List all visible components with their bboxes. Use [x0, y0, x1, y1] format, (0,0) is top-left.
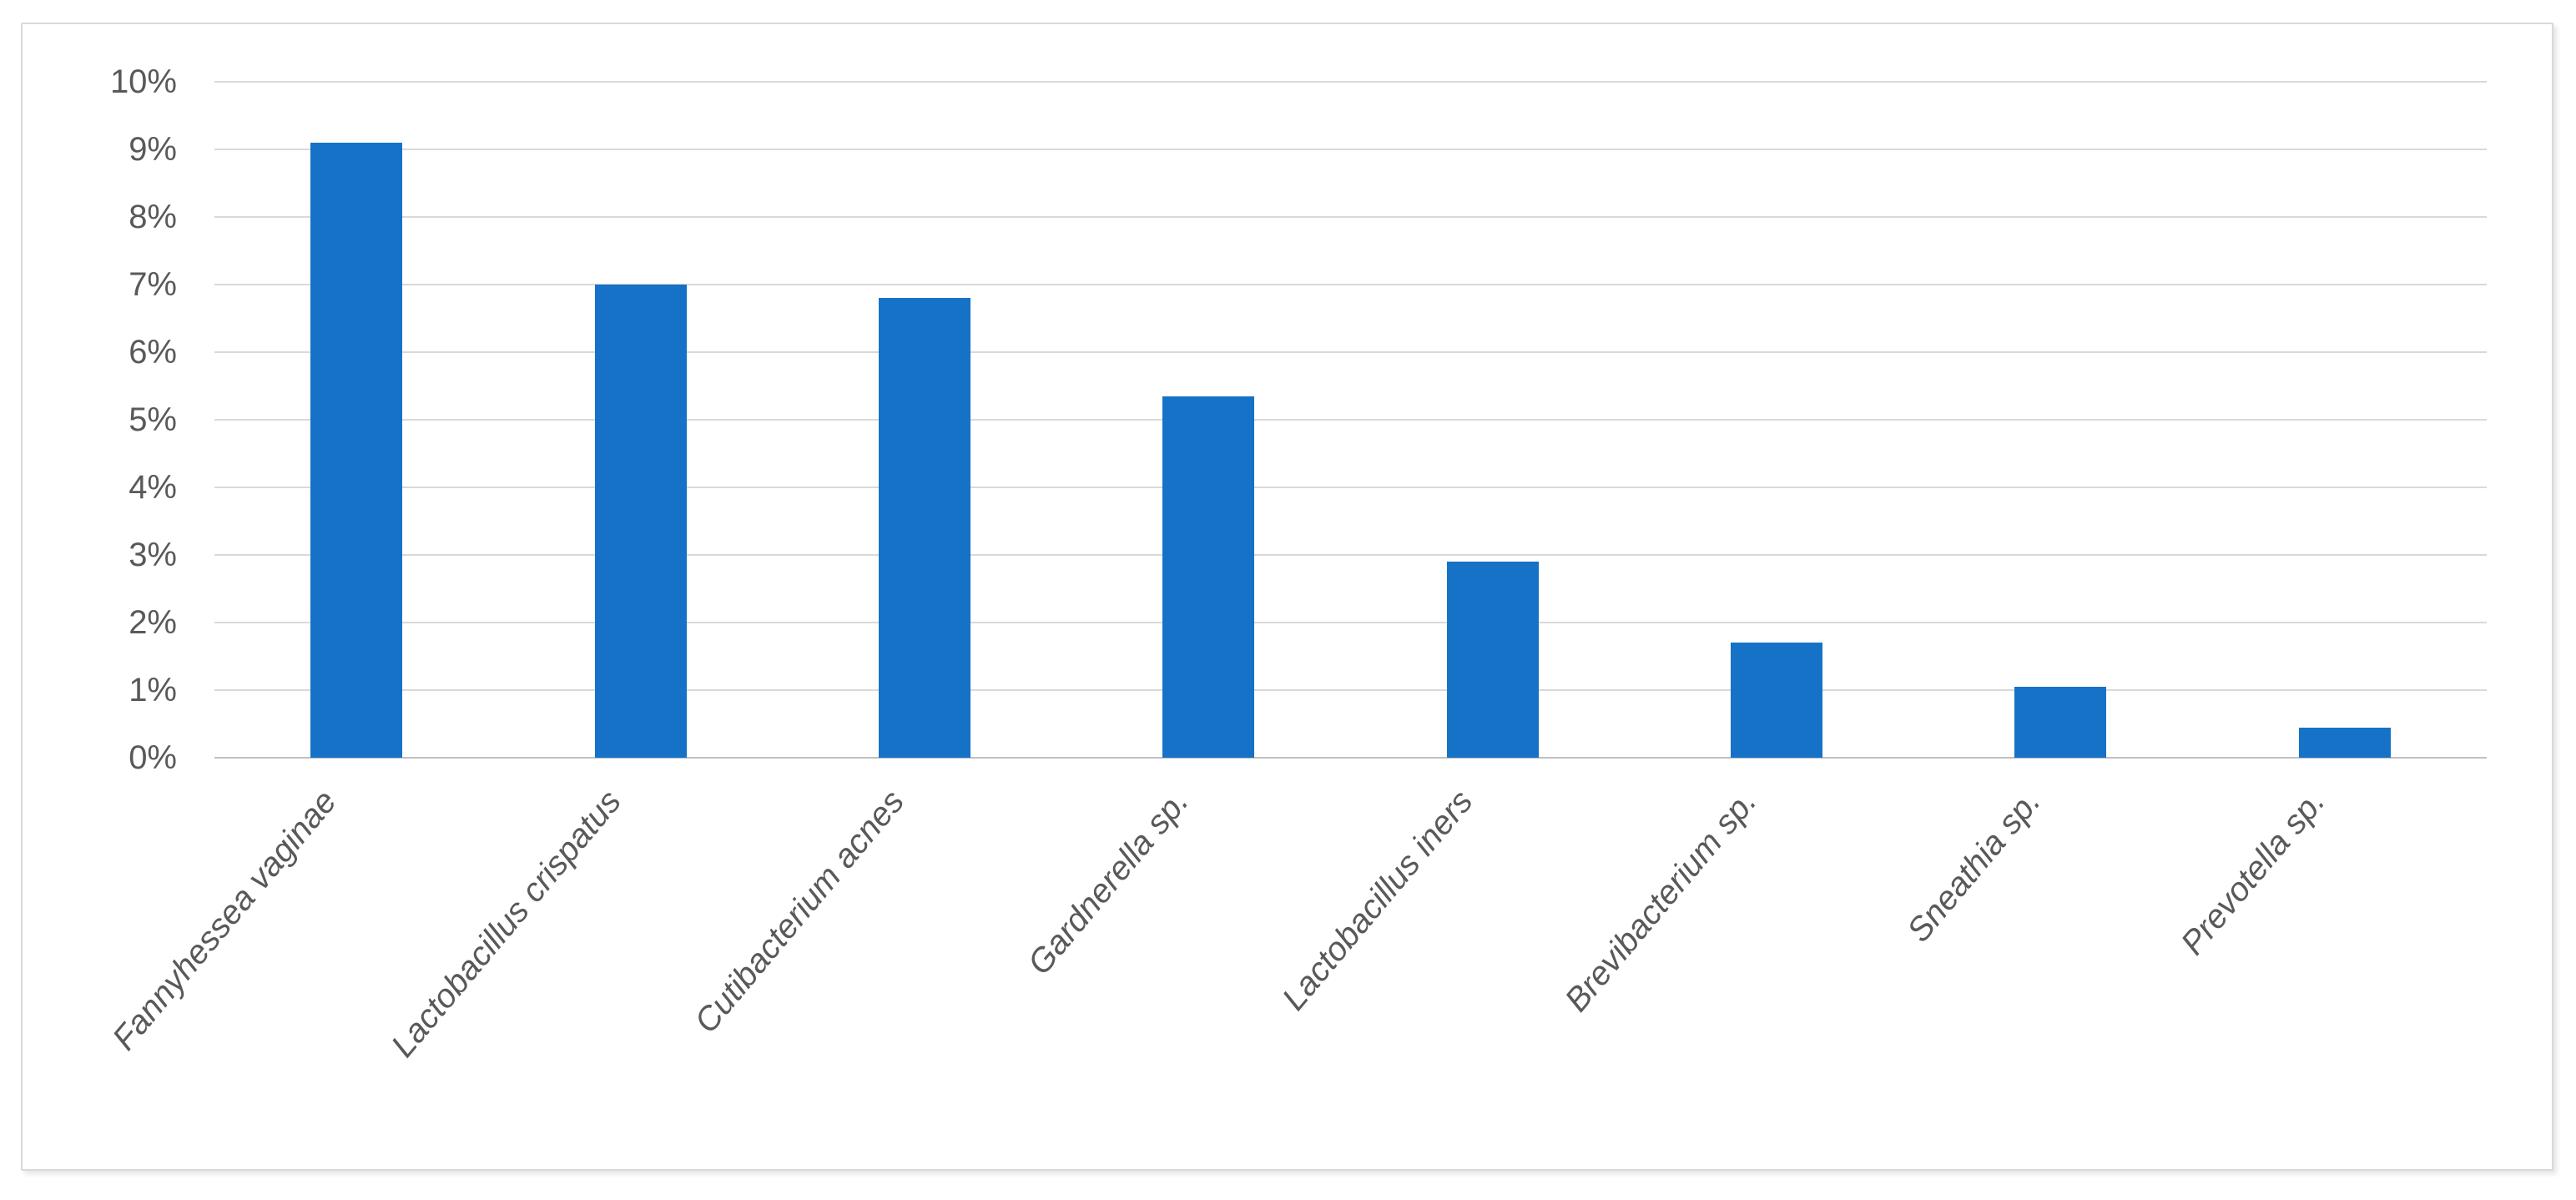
y-gridline: [214, 149, 2487, 150]
x-category-label: Sneathia sp.: [1899, 783, 2048, 950]
bar: [2299, 728, 2391, 758]
bar: [879, 298, 970, 758]
y-gridline: [214, 689, 2487, 691]
x-axis-line: [214, 757, 2487, 759]
bar: [1162, 396, 1254, 758]
bar: [310, 143, 402, 758]
y-tick-label: 7%: [129, 266, 177, 303]
y-tick-label: 9%: [129, 131, 177, 168]
y-gridline: [214, 487, 2487, 488]
y-tick-label: 3%: [129, 537, 177, 573]
y-tick-label: 5%: [129, 401, 177, 438]
y-gridline: [214, 81, 2487, 83]
y-gridline: [214, 284, 2487, 285]
x-category-label: Prevotella sp.: [2173, 783, 2332, 962]
x-category-label: Cutibacterium acnes: [688, 783, 912, 1041]
y-gridline: [214, 216, 2487, 218]
y-gridline: [214, 622, 2487, 623]
x-category-label: Gardnerella sp.: [1020, 783, 1196, 982]
y-gridline: [214, 554, 2487, 556]
x-category-label: Lactobacillus crispatus: [384, 783, 628, 1065]
y-gridline: [214, 351, 2487, 353]
chart-frame: 10% 9% 8% 7% 6% 5% 4% 3% 2% 1% 0% Fannyhessea vagi…: [21, 23, 2553, 1171]
y-tick-label: 8%: [129, 199, 177, 235]
x-category-label: Fannyhessea vaginae: [105, 783, 344, 1057]
y-tick-label: 10%: [109, 63, 177, 100]
bar: [1447, 562, 1539, 758]
plot-area: [214, 81, 2487, 759]
y-gridline: [214, 419, 2487, 421]
bar: [2014, 687, 2106, 758]
x-category-label: Lactobacillus iners: [1275, 783, 1480, 1018]
bar: [1731, 643, 1822, 758]
y-tick-label: 1%: [129, 672, 177, 708]
bar: [595, 285, 687, 758]
y-tick-label: 4%: [129, 469, 177, 506]
y-tick-label: 2%: [129, 604, 177, 641]
x-category-label: Brevibacterium sp.: [1557, 783, 1764, 1019]
y-tick-label: 6%: [129, 334, 177, 371]
y-tick-label: 0%: [129, 739, 177, 776]
